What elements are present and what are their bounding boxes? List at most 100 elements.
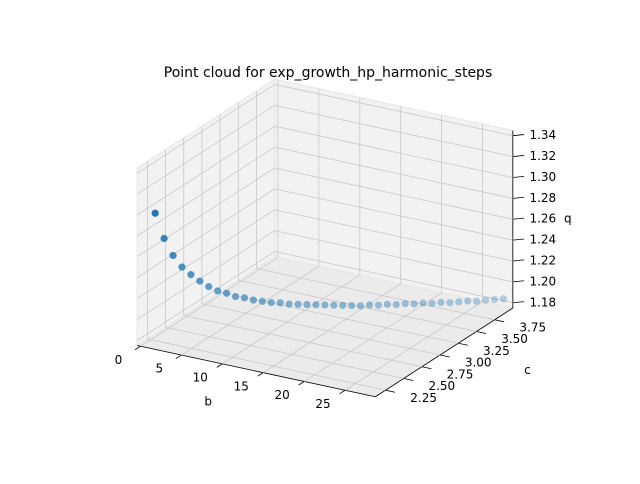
point [160,234,168,243]
grid-line [183,315,422,368]
y-tick [458,342,468,346]
point [383,300,391,308]
point [321,301,329,309]
point [446,299,454,307]
grid-line [222,274,361,365]
x-tick [216,363,223,368]
y-tick-label: 3.25 [483,344,510,358]
z-tick-label: 1.32 [529,149,556,163]
grid-line [181,265,320,356]
x-tick [175,354,182,359]
z-tick-label: 1.18 [529,295,556,309]
grid-line [274,230,513,283]
grid-line [274,146,513,199]
point [392,300,400,309]
z-tick-label: 1.24 [529,233,556,247]
point [223,289,231,297]
z-tick-label: 1.28 [529,191,556,205]
z-tick [512,259,525,262]
point [499,295,508,303]
z-tick-label: 1.34 [529,128,556,142]
point [214,287,222,295]
y-tick-label: 3.00 [465,356,492,370]
grid-line [136,167,275,258]
point [365,301,374,309]
y-tick-label: 3.50 [501,332,528,346]
grid-line [274,251,513,304]
point [339,301,347,309]
grid-line [256,268,495,321]
z-tick [512,280,525,283]
grid-line [136,84,275,174]
z-tick [512,155,525,157]
point [258,297,266,305]
point [419,299,427,307]
grid-line [274,167,513,220]
point [196,277,204,285]
point [464,297,472,305]
x-tick [257,372,264,377]
grid-line [262,283,401,373]
point [401,300,409,308]
y-tick [439,354,450,358]
z-axis-label: q [564,212,572,226]
point [231,292,240,301]
x-tick-label: 10 [193,371,208,385]
point [276,299,284,307]
point [374,301,383,309]
z-tick [512,196,525,199]
point [410,300,418,308]
point [205,282,213,291]
x-tick-label: 25 [315,397,330,411]
grid-line [136,146,275,237]
y-tick [494,319,505,323]
y-axis-line [375,307,514,398]
grid-line [274,209,513,262]
z-tick-label: 1.26 [529,212,556,226]
x-tick-label: 15 [234,379,249,393]
point [169,251,177,260]
grid-line [136,230,275,320]
z-tick-label: 1.22 [529,254,556,268]
point [330,301,338,309]
grid-line [344,301,483,391]
x-tick-label: 0 [115,353,123,367]
point [151,209,159,217]
point [312,301,320,309]
y-tick [385,389,396,393]
x-tick [134,345,141,351]
grid-line [136,209,275,299]
x-tick [339,389,346,395]
grid-line [201,303,441,356]
grid-line [136,104,275,195]
point [473,297,481,305]
y-tick-label: 3.75 [519,320,546,334]
point [348,301,356,310]
y-tick-label: 2.50 [428,379,455,393]
x-axis-line [137,345,376,398]
y-tick-label: 2.75 [447,367,474,381]
point [285,300,293,308]
grid-line [238,279,477,332]
point [294,300,302,308]
z-tick [512,238,525,241]
z-tick-label: 1.20 [529,274,556,288]
point [303,300,311,309]
grid-line [274,84,513,137]
grid-line [140,257,279,347]
z-tick-label: 1.30 [529,170,556,184]
grid-line [165,326,404,379]
point [249,296,258,304]
point [187,271,195,279]
point [437,298,445,307]
y-tick-label: 2.25 [410,391,437,405]
grid-line [136,188,275,278]
x-tick-label: 5 [156,362,164,376]
point [490,295,499,304]
z-tick [512,301,525,304]
y-axis-label: c [524,363,531,377]
point [178,263,186,271]
y-tick [421,366,432,370]
y-tick [403,378,414,381]
